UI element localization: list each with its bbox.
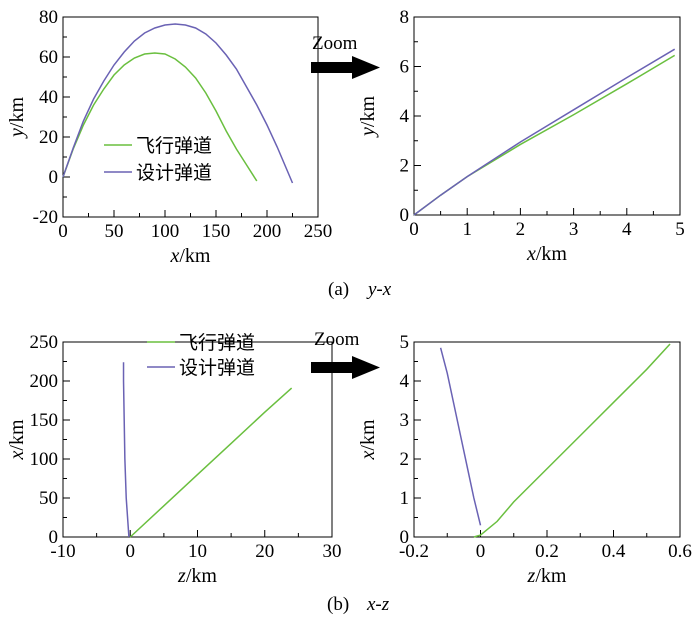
x-tick-label: 30 [323,541,342,562]
legend-label: 飞行弹道 [136,135,212,157]
y-tick-label: 2 [400,156,410,177]
y-tick-label: 250 [30,332,59,353]
y-tick-label: 5 [400,332,410,353]
caption-a: (a) y-x [328,279,392,300]
x-tick-label: 20 [255,541,274,562]
chart-yx-overview: 0 50 100 150 200 250-20020406080x/kmy/km飞行弹道设… [6,7,332,267]
chart-yx-zoom: 0 1 2 3 4 5 0 2 4 6 8 x/km y/km [357,7,685,265]
legend-label: 设计弹道 [136,162,212,184]
caption-b-prefix: (b) [327,594,349,615]
x-tick-label: 0 [409,219,419,240]
series-line-design [122,362,130,538]
x-axis-label: x/km [526,243,567,265]
x-tick-label: 0.6 [668,541,692,562]
y-tick-label: 200 [30,371,59,392]
y-tick-label: 8 [400,7,410,28]
zoom-arrow-a: Zoom [311,33,380,79]
chart-xz-overview: -10 0 10 20 30050100150200250z/kmx/km飞行弹道设计弹… [6,332,342,587]
x-tick-label: 200 [253,221,282,242]
y-tick-label: 0 [49,167,59,188]
x-tick-label: 4 [622,219,632,240]
series-line-flight [62,52,258,182]
legend-label: 飞行弹道 [179,332,255,354]
zoom-arrow-b: Zoom [311,329,380,379]
y-tick-label: 4 [400,371,410,392]
y-tick-label: 50 [39,488,58,509]
x-tick-label: -0.2 [399,541,429,562]
x-tick-label: 5 [675,219,685,240]
x-axis-label: x/km [169,245,210,267]
plot-frame [413,341,681,538]
y-tick-label: 0 [400,527,410,548]
zoom-label-a: Zoom [312,33,358,54]
y-tick-label: 3 [400,410,410,431]
caption-a-prefix: (a) [328,279,349,300]
series-line-flight [413,54,676,216]
plot-frame [62,16,319,218]
caption-b: (b) x-z [327,594,390,615]
x-tick-label: 2 [516,219,526,240]
x-tick-label: 150 [202,221,231,242]
x-tick-label: 100 [151,221,180,242]
series-line-design [439,347,482,526]
y-tick-label: 40 [39,87,58,108]
legend-label: 设计弹道 [179,357,255,379]
series-line-design [413,48,676,216]
x-tick-label: 10 [188,541,207,562]
y-tick-label: -20 [33,207,58,228]
x-tick-label: -10 [50,541,75,562]
x-tick-label: 0 [58,221,68,242]
caption-b-label: x-z [366,594,390,615]
y-tick-label: 20 [39,127,58,148]
y-axis-label: x/km [6,419,28,460]
x-tick-label: 0.2 [535,541,559,562]
x-tick-label: 0 [476,541,486,562]
x-axis-label: z/km [527,565,567,587]
y-axis-label: y/km [357,96,379,138]
y-tick-label: 80 [39,7,58,28]
y-tick-label: 100 [30,449,59,470]
y-tick-label: 2 [400,449,410,470]
series-line-flight [473,343,671,538]
y-tick-label: 1 [400,488,410,509]
x-tick-label: 50 [105,221,124,242]
x-tick-label: 0.4 [602,541,626,562]
x-axis-label: z/km [177,565,217,587]
x-tick-label: 1 [462,219,472,240]
y-tick-label: 4 [400,106,410,127]
zoom-label-b: Zoom [314,329,360,350]
y-tick-label: 150 [30,410,59,431]
x-tick-label: 0 [126,541,136,562]
y-tick-label: 0 [49,527,59,548]
y-tick-label: 0 [400,205,410,226]
y-tick-label: 60 [39,47,58,68]
y-tick-label: 6 [400,57,410,78]
x-tick-label: 250 [304,221,333,242]
y-axis-label: x/km [357,419,379,460]
series-line-design [62,23,294,184]
x-tick-label: 3 [569,219,579,240]
y-axis-label: y/km [6,97,28,139]
series-line-flight [129,387,293,538]
caption-a-label: y-x [366,279,392,300]
